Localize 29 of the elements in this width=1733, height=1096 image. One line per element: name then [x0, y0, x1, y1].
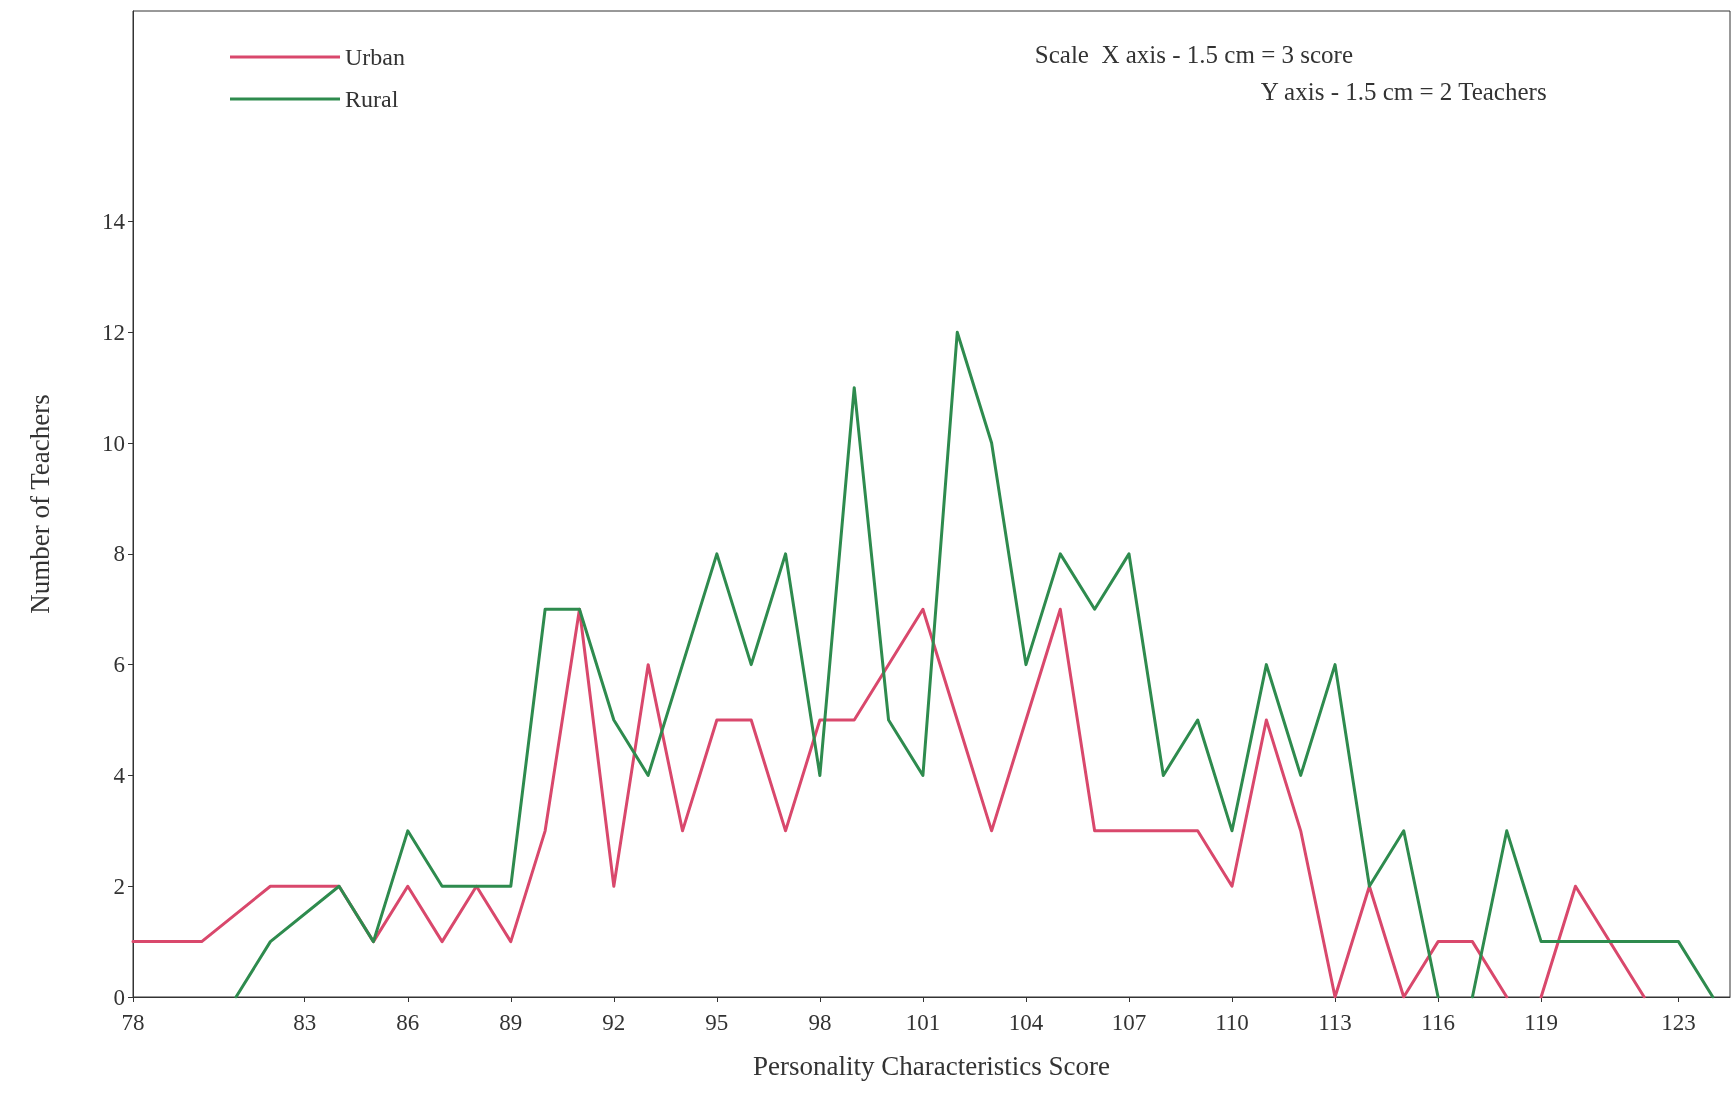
x-axis-title: Personality Characteristics Score — [753, 1050, 1110, 1081]
legend-label: Rural — [345, 86, 399, 112]
annotation: Y axis - 1.5 cm = 2 Teachers — [1260, 78, 1547, 105]
y-tick-label: 6 — [113, 652, 125, 678]
y-tick-label: 14 — [102, 208, 126, 234]
legend-label: Urban — [345, 44, 405, 70]
x-tick-label: 83 — [293, 1010, 317, 1035]
y-tick-label: 2 — [113, 873, 125, 899]
x-tick-label: 92 — [602, 1010, 626, 1035]
x-tick-label: 89 — [499, 1010, 523, 1035]
x-tick-label: 113 — [1318, 1010, 1352, 1035]
x-tick-label: 119 — [1524, 1010, 1558, 1035]
x-tick-label: 104 — [1008, 1010, 1044, 1035]
x-tick-label: 95 — [705, 1010, 729, 1035]
y-axis-title: Number of Teachers — [24, 394, 55, 614]
annotation: Scale X axis - 1.5 cm = 3 score — [1034, 41, 1354, 68]
x-tick-label: 116 — [1421, 1010, 1455, 1035]
x-tick-label: 101 — [905, 1010, 941, 1035]
y-tick-label: 4 — [113, 762, 126, 788]
x-tick-label: 98 — [808, 1010, 832, 1035]
y-tick-label: 0 — [113, 984, 125, 1010]
x-tick-label: 86 — [396, 1010, 420, 1035]
x-tick-label: 110 — [1215, 1010, 1249, 1035]
y-tick-label: 10 — [102, 430, 125, 456]
x-tick-label: 107 — [1111, 1010, 1147, 1035]
y-tick-label: 12 — [102, 319, 125, 345]
x-tick-label: 78 — [121, 1010, 145, 1035]
x-tick-label: 123 — [1661, 1010, 1696, 1035]
y-tick-label: 8 — [113, 541, 125, 567]
